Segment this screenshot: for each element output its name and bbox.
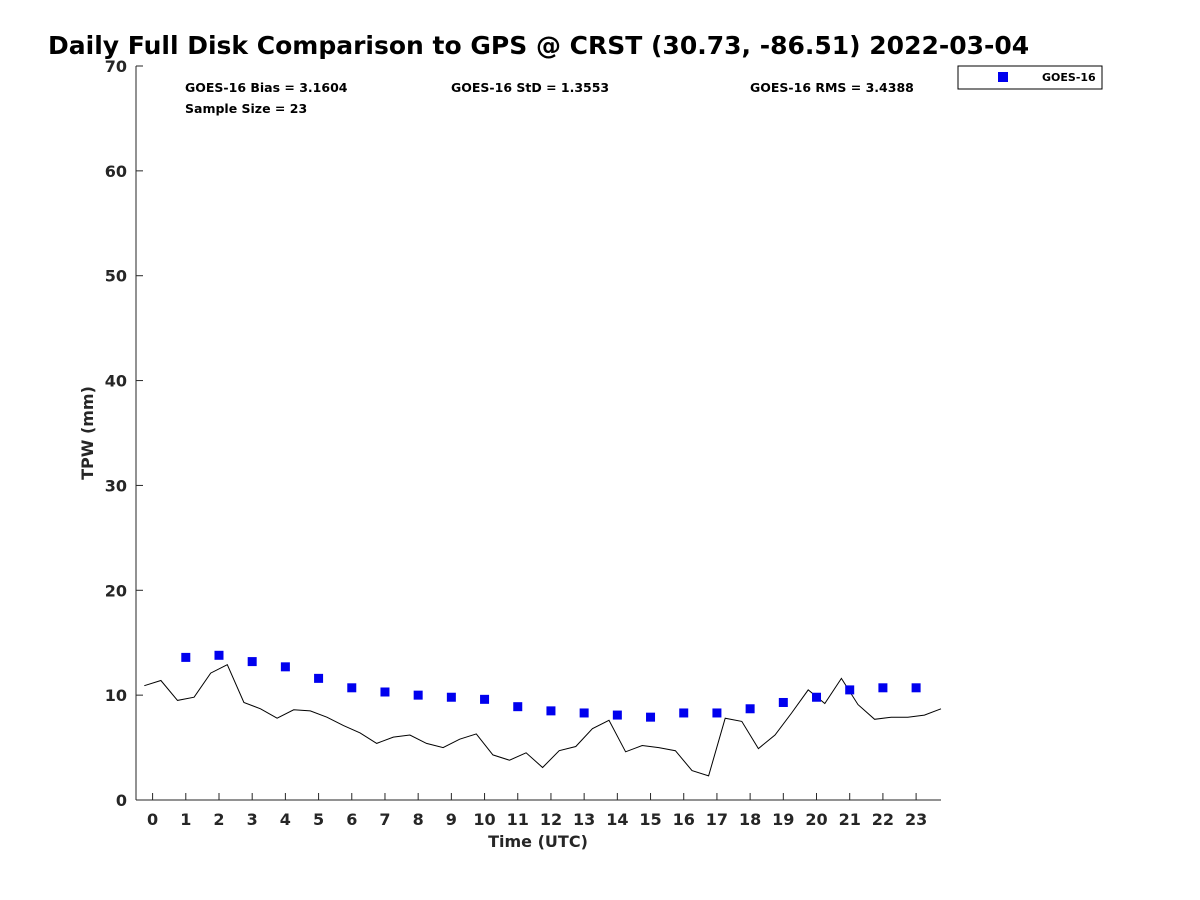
x-tick-label: 9 bbox=[446, 810, 457, 829]
goes16-marker bbox=[214, 650, 224, 660]
x-tick-label: 1 bbox=[180, 810, 191, 829]
x-tick-label: 8 bbox=[413, 810, 424, 829]
legend-label-goes16: GOES-16 bbox=[1042, 71, 1096, 84]
gps-series bbox=[144, 664, 942, 777]
goes16-marker bbox=[247, 657, 257, 667]
x-tick-label: 17 bbox=[706, 810, 728, 829]
axes bbox=[135, 66, 941, 801]
y-tick-label: 10 bbox=[105, 686, 127, 705]
x-axis-ticks: 0 1 2 3 4 5 6 7 8 9 10 11 12 13 14 15 16 17 18 19 20 21 22 23 bbox=[147, 793, 927, 829]
y-tick-label: 0 bbox=[116, 791, 127, 810]
goes16-marker bbox=[878, 683, 888, 693]
goes16-marker bbox=[413, 690, 423, 700]
goes16-marker bbox=[579, 708, 589, 718]
y-axis-label: TPW (mm) bbox=[78, 386, 97, 480]
goes16-marker bbox=[712, 708, 722, 718]
x-tick-label: 18 bbox=[739, 810, 761, 829]
x-tick-label: 6 bbox=[346, 810, 357, 829]
plot-area: 0 1 2 3 4 5 6 7 8 9 10 11 12 13 14 15 16 17 18 19 20 21 22 23 0… bbox=[105, 57, 942, 829]
gps-line bbox=[144, 664, 942, 777]
y-tick-label: 70 bbox=[105, 57, 127, 76]
x-tick-label: 10 bbox=[473, 810, 495, 829]
goes16-marker bbox=[679, 708, 689, 718]
x-tick-label: 19 bbox=[772, 810, 794, 829]
x-tick-label: 20 bbox=[805, 810, 827, 829]
sample-size-stat: Sample Size = 23 bbox=[185, 101, 307, 116]
goes16-marker bbox=[181, 652, 191, 662]
x-tick-label: 7 bbox=[379, 810, 390, 829]
x-tick-label: 3 bbox=[247, 810, 258, 829]
x-tick-label: 5 bbox=[313, 810, 324, 829]
goes16-marker bbox=[812, 692, 822, 702]
goes16-marker bbox=[380, 687, 390, 697]
goes16-marker bbox=[546, 706, 556, 716]
x-tick-label: 2 bbox=[213, 810, 224, 829]
bias-stat: GOES-16 Bias = 3.1604 bbox=[185, 80, 348, 95]
y-tick-label: 40 bbox=[105, 372, 127, 391]
y-axis-ticks: 0 10 20 30 40 50 60 70 bbox=[105, 57, 143, 810]
goes16-marker bbox=[778, 697, 788, 707]
y-tick-label: 30 bbox=[105, 476, 127, 495]
goes16-marker bbox=[513, 702, 523, 712]
std-stat: GOES-16 StD = 1.3553 bbox=[451, 80, 609, 95]
goes16-marker bbox=[646, 712, 656, 722]
x-tick-label: 0 bbox=[147, 810, 158, 829]
x-tick-label: 11 bbox=[507, 810, 529, 829]
goes16-marker bbox=[845, 685, 855, 695]
x-tick-label: 12 bbox=[540, 810, 562, 829]
goes16-marker bbox=[347, 683, 357, 693]
goes16-marker bbox=[314, 673, 324, 683]
y-tick-label: 20 bbox=[105, 581, 127, 600]
y-tick-label: 60 bbox=[105, 162, 127, 181]
goes16-marker bbox=[612, 710, 622, 720]
goes16-series bbox=[181, 650, 921, 722]
x-tick-label: 15 bbox=[639, 810, 661, 829]
x-tick-label: 4 bbox=[280, 810, 291, 829]
x-tick-label: 23 bbox=[905, 810, 927, 829]
legend-box bbox=[957, 65, 1103, 90]
legend-marker-goes16 bbox=[998, 72, 1008, 82]
chart-title: Daily Full Disk Comparison to GPS @ CRST… bbox=[48, 31, 1029, 60]
legend: GOES-16 bbox=[957, 65, 1103, 90]
x-axis-label: Time (UTC) bbox=[488, 832, 588, 851]
x-tick-label: 14 bbox=[606, 810, 628, 829]
x-tick-label: 21 bbox=[839, 810, 861, 829]
goes16-marker bbox=[745, 704, 755, 714]
x-tick-label: 13 bbox=[573, 810, 595, 829]
x-tick-label: 16 bbox=[673, 810, 695, 829]
goes16-marker bbox=[446, 692, 456, 702]
y-tick-label: 50 bbox=[105, 267, 127, 286]
goes16-marker bbox=[280, 662, 290, 672]
rms-stat: GOES-16 RMS = 3.4388 bbox=[750, 80, 914, 95]
goes16-marker bbox=[911, 683, 921, 693]
x-tick-label: 22 bbox=[872, 810, 894, 829]
goes16-marker bbox=[480, 694, 490, 704]
